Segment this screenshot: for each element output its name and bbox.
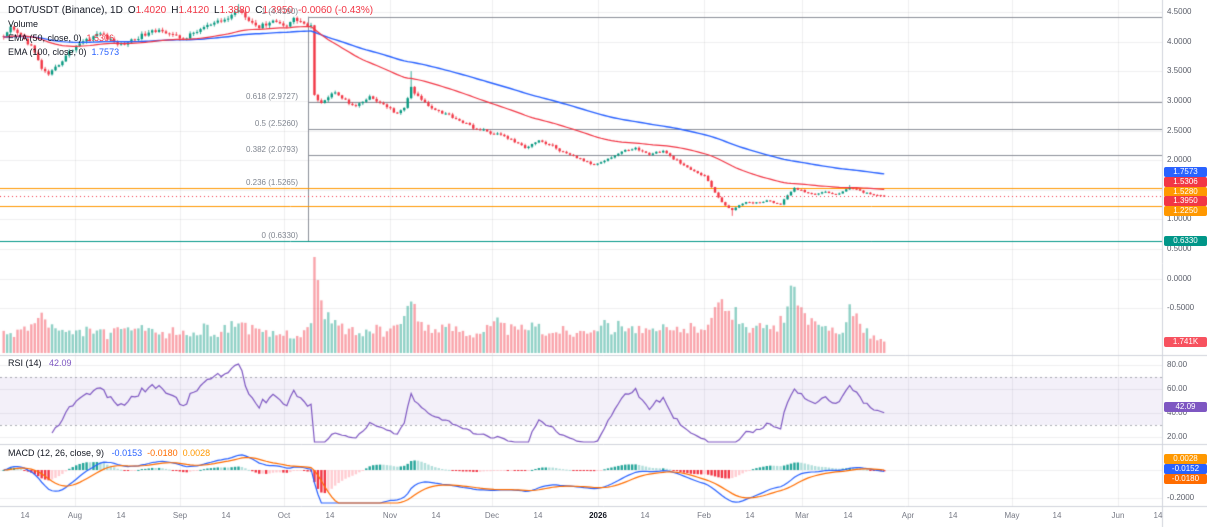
indicator-value: 1.5306 [86,33,115,43]
price-axis-badge: 1.3950 [1164,196,1207,206]
fib-level-label: 0 (0.6330) [261,231,298,241]
symbol-status-line[interactable]: DOT/USDT (Binance), 1D O1.4020 H1.4120 L1.3… [8,4,373,17]
rsi-axis-tick: 20.00 [1167,432,1188,441]
low-value: 1.3880 [219,5,251,16]
price-axis-badge: 1.5280 [1164,187,1207,197]
time-axis[interactable]: 14 Aug 14 Sep 14 Oct 14 Nov 14 Dec 14 2026 14 Feb 14 Ma… [0,506,1207,527]
fib-level-label: 0.618 (2.9727) [245,92,298,102]
time-axis-label: 14 [843,511,853,520]
fib-level-label: 0.5 (2.5260) [254,118,298,128]
time-axis-label: Aug [67,511,83,520]
indicator-label: Volume [8,19,39,29]
time-axis-label: Jun [1111,511,1125,520]
rsi-axis-tick: 60.00 [1167,384,1188,393]
time-axis-label: Apr [901,511,915,520]
price-axis-tick: 4.5000 [1167,7,1192,16]
time-axis-label: Sep [172,511,188,520]
price-axis-badge: 1.5306 [1164,177,1207,187]
price-axis-tick: 2.5000 [1167,126,1192,135]
low-label: L [214,5,220,16]
price-axis-badge: -0.0152 [1164,464,1207,474]
time-axis-label: 14 [640,511,650,520]
time-axis-label: Dec [484,511,500,520]
price-axis-tick: 3.5000 [1167,66,1192,75]
price-axis-tick: 4.0000 [1167,37,1192,46]
high-value: 1.4120 [178,5,210,16]
price-axis-badge: 0.0028 [1164,454,1207,464]
open-label: O [127,5,136,16]
indicator-label: EMA (100, close, 0) [8,47,87,57]
high-label: H [171,5,179,16]
price-axis-badge: 1.741K [1164,337,1207,347]
macd-axis-tick: -0.2000 [1167,493,1195,502]
price-axis-tick: 1.0000 [1167,214,1192,223]
indicator-label: EMA (50, close, 0) [8,33,82,43]
time-axis-label: Mar [795,511,809,520]
time-axis-label: 14 [948,511,958,520]
change-value: -0.0060 (-0.43%) [298,5,374,16]
time-axis-label: May [1004,511,1020,520]
time-axis-label: 14 [533,511,543,520]
macd-label: MACD (12, 26, close, 9) [8,448,105,458]
rsi-label: RSI (14) [8,358,42,368]
macd-value: 0.0028 [182,448,211,458]
indicator-status-line[interactable]: EMA (100, close, 0) 1.7573 [8,46,373,59]
price-axis-tick: 0.0000 [1167,274,1192,283]
rsi-axis-tick: 80.00 [1167,360,1188,369]
macd-values: -0.0153 -0.0180 0.0028 [107,448,211,458]
time-axis-label: 14 [431,511,441,520]
price-axis-badge: 42.09 [1164,402,1207,412]
time-axis-label: Oct [277,511,291,520]
symbol-title[interactable]: DOT/USDT (Binance), 1D [8,5,123,16]
rsi-value: 42.09 [49,358,72,368]
time-axis-label: Feb [697,511,711,520]
macd-status-line[interactable]: MACD (12, 26, close, 9) -0.0153 -0.0180 0.… [8,448,210,458]
time-axis-label: 14 [20,511,30,520]
indicator-status-line[interactable]: Volume [8,18,373,31]
price-axis-badge: -0.0180 [1164,474,1207,484]
price-axis-tick: 3.0000 [1167,96,1192,105]
open-value: 1.4020 [135,5,167,16]
price-axis-tick: 2.0000 [1167,155,1192,164]
time-axis-label: 2026 [589,511,607,520]
indicator-value: 1.7573 [91,47,120,57]
time-axis-label: Nov [382,511,398,520]
rsi-status-line[interactable]: RSI (14) 42.09 [8,358,72,368]
close-value: 1.3950 [262,5,294,16]
time-axis-label: 14 [1153,511,1163,520]
price-axis-tick: 0.5000 [1167,244,1192,253]
fib-level-label: 0.236 (1.5265) [245,178,298,188]
time-axis-label: 14 [325,511,335,520]
macd-value: -0.0180 [147,448,178,458]
price-axis[interactable]: 4.50004.00003.50003.00002.50002.00001.50… [1163,0,1207,506]
time-axis-label: 14 [221,511,231,520]
time-axis-label: 14 [116,511,126,520]
price-axis-badge: 0.6330 [1164,236,1207,246]
macd-value: -0.0153 [111,448,143,458]
rsi-axis-tick: 40.00 [1167,408,1188,417]
close-label: C [255,5,263,16]
price-axis-badge: 1.2250 [1164,206,1207,216]
time-axis-label: 14 [745,511,755,520]
price-axis-tick: -0.5000 [1167,303,1195,312]
indicator-status-lines: Volume EMA (50, close, 0) 1.5306 EMA (100, … [8,18,373,59]
indicator-status-line[interactable]: EMA (50, close, 0) 1.5306 [8,32,373,45]
time-axis-label: 14 [1052,511,1062,520]
fib-level-label: 0.382 (2.0793) [245,145,298,155]
fib-level-label: 1 (4.4190) [261,6,298,16]
price-axis-badge: 1.7573 [1164,167,1207,177]
chart-legend: DOT/USDT (Binance), 1D O1.4020 H1.4120 L1.3… [8,4,373,59]
